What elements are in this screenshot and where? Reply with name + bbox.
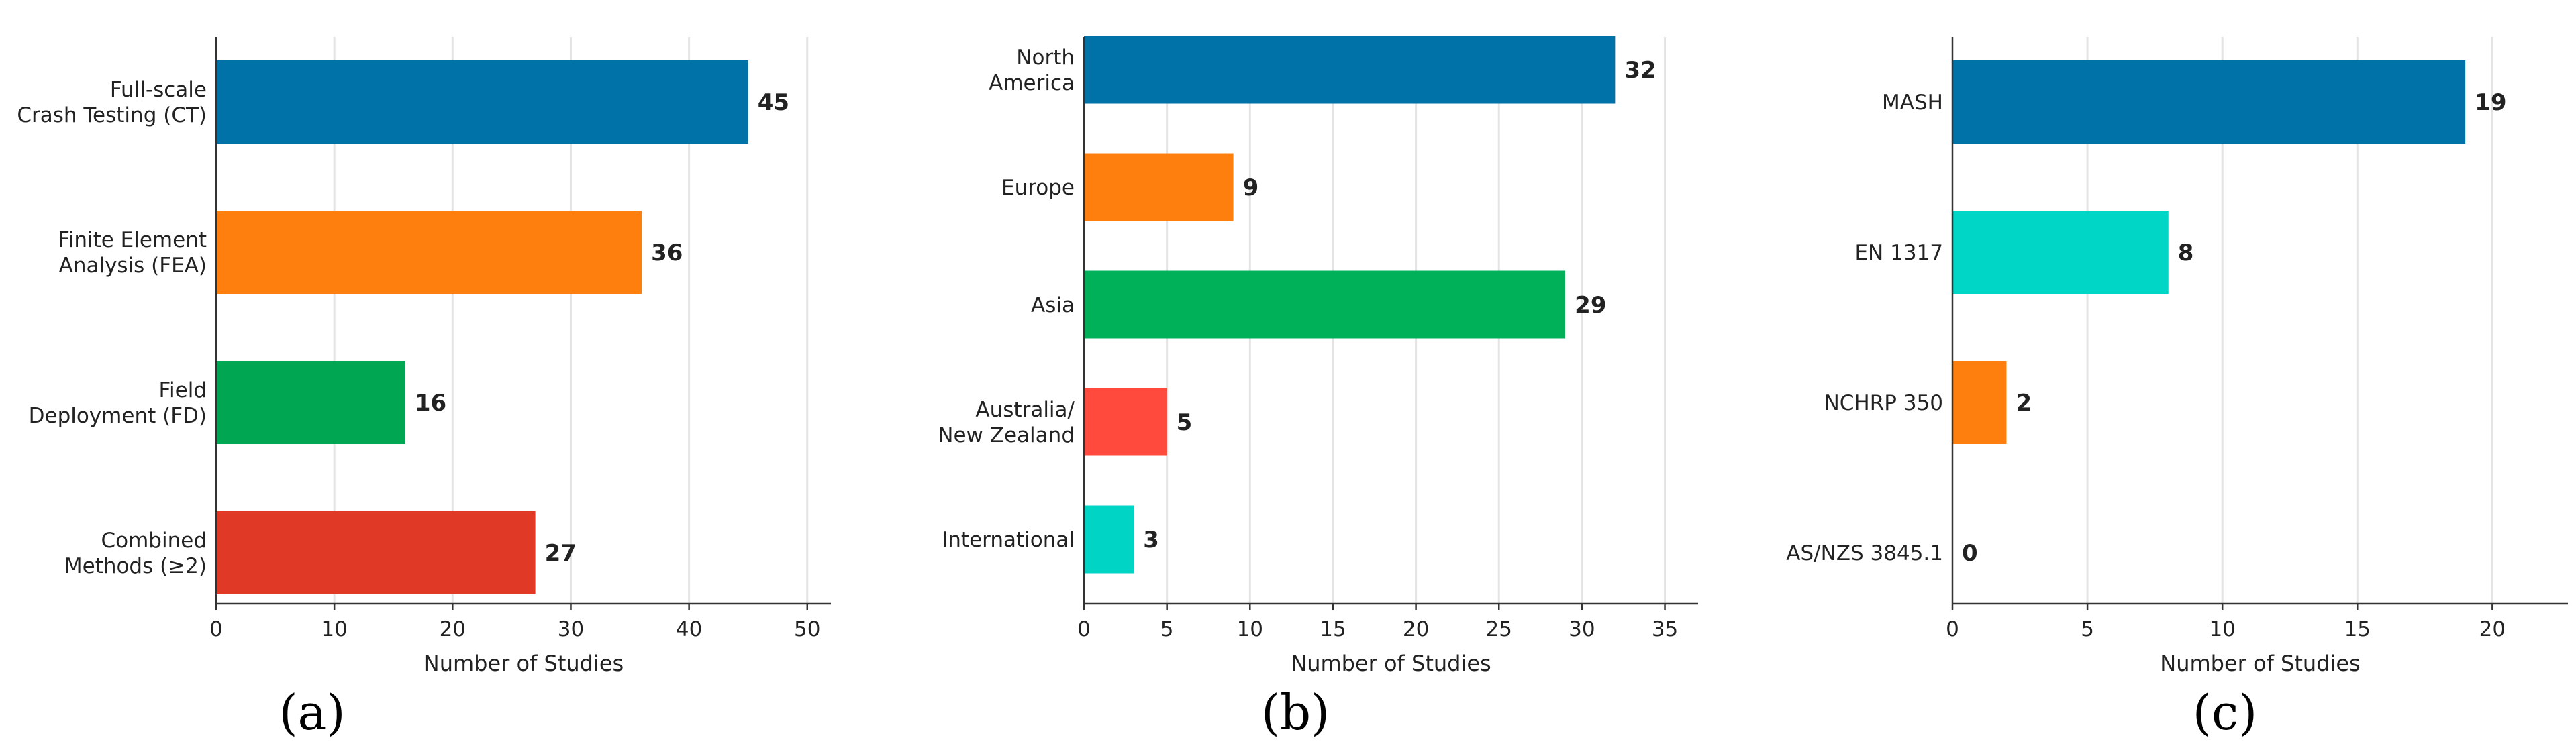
x-tick-label: 30	[1569, 617, 1595, 641]
x-tick-label: 40	[676, 617, 702, 641]
x-tick-label: 10	[2209, 617, 2235, 641]
x-tick-label: 20	[440, 617, 466, 641]
x-tick-label: 35	[1652, 617, 1678, 641]
value-label: 45	[758, 89, 789, 116]
x-tick-label: 0	[1946, 617, 1959, 641]
category-label: Asia	[1031, 293, 1075, 317]
chart-panel-a: 45 Full-scale Crash Testing (CT) 36 Finite E…	[17, 37, 831, 676]
value-label: 19	[2475, 89, 2506, 116]
value-label: 29	[1575, 292, 1606, 319]
category-label: International	[942, 528, 1075, 552]
category-label: Australia/New Zealand	[938, 398, 1075, 447]
bar	[1084, 153, 1234, 221]
value-label: 32	[1624, 57, 1656, 84]
panel-label-c: (c)	[2192, 684, 2258, 741]
category-label: Full-scale Crash Testing (CT)	[17, 78, 207, 127]
value-label: 0	[1962, 540, 1978, 567]
category-label: Field Deployment (FD)	[29, 378, 207, 428]
chart-panel-b: 32 North America 9 Europe 29 Asia 5 Australia/Ne…	[938, 36, 1698, 676]
bar	[216, 511, 536, 594]
category-label: EN 1317	[1854, 241, 1943, 265]
x-axis-title: Number of Studies	[1291, 651, 1491, 676]
value-label: 5	[1177, 409, 1193, 436]
value-label: 2	[2016, 390, 2032, 417]
x-tick-label: 0	[1077, 617, 1091, 641]
x-tick-label: 25	[1486, 617, 1512, 641]
category-label: Finite Element Analysis (FEA)	[58, 228, 207, 278]
x-tick-label: 20	[2479, 617, 2506, 641]
category-label: Europe	[1001, 176, 1075, 200]
x-tick-label: 50	[794, 617, 820, 641]
x-tick-label: 5	[2081, 617, 2094, 641]
bar	[1084, 388, 1167, 456]
bar	[216, 60, 748, 144]
x-tick-label: 20	[1403, 617, 1429, 641]
category-label: MASH	[1882, 91, 1943, 115]
category-label: AS/NZS 3845.1	[1786, 541, 1943, 566]
value-label: 8	[2178, 239, 2194, 266]
chart-panel-c: 19 MASH 8 EN 1317 2 NCHRP 350 0 AS/NZS 3845.1 0 5…	[1786, 37, 2568, 676]
x-tick-label: 5	[1160, 617, 1174, 641]
x-tick-label: 10	[1237, 617, 1263, 641]
panel-label-a: (a)	[279, 684, 346, 741]
x-axis-title: Number of Studies	[2160, 651, 2360, 676]
bar	[1952, 60, 2466, 144]
x-tick-label: 15	[1320, 617, 1346, 641]
x-tick-label: 15	[2344, 617, 2371, 641]
panel-label-b: (b)	[1260, 684, 1330, 741]
value-label: 9	[1243, 174, 1259, 201]
x-tick-label: 0	[209, 617, 223, 641]
category-label: North America	[989, 46, 1075, 95]
x-tick-label: 10	[321, 617, 347, 641]
bar	[216, 361, 405, 444]
bar	[1952, 361, 2007, 444]
bar	[1952, 211, 2169, 294]
category-label: Combined Methods (≥2)	[64, 529, 207, 578]
x-axis-title: Number of Studies	[424, 651, 624, 676]
x-tick-label: 30	[558, 617, 584, 641]
category-label: NCHRP 350	[1824, 391, 1943, 415]
bar	[1084, 270, 1566, 339]
value-label: 3	[1143, 527, 1159, 553]
value-label: 16	[415, 390, 446, 417]
value-label: 27	[545, 540, 577, 567]
value-label: 36	[651, 239, 683, 266]
bar	[1084, 36, 1616, 104]
bar	[216, 211, 642, 294]
bar	[1084, 505, 1134, 574]
